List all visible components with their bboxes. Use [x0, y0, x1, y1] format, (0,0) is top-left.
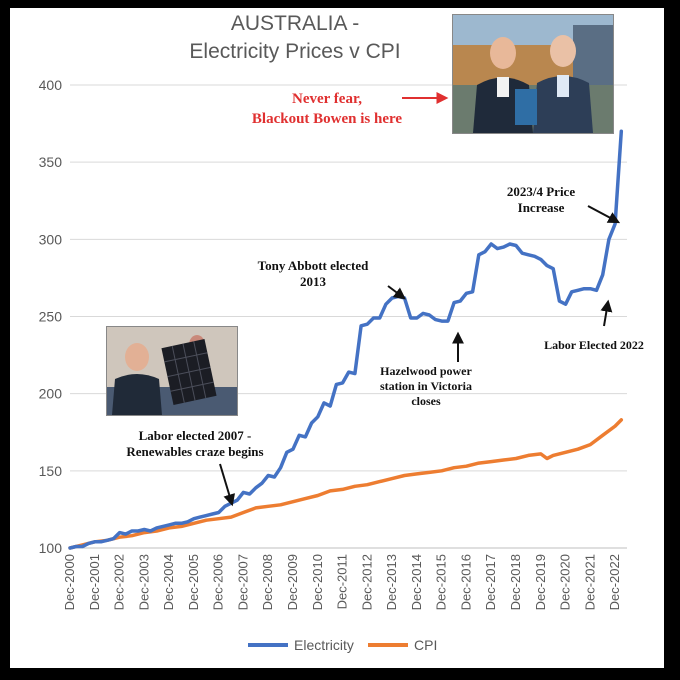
- photo-illustration: [453, 15, 613, 133]
- x-tick-label: Dec-2000: [62, 554, 77, 610]
- hazelwood-line3: closes: [411, 394, 441, 408]
- legend-cpi-label: CPI: [414, 637, 437, 653]
- price-increase-arrow: [587, 205, 621, 224]
- x-tick-label: Dec-2010: [310, 554, 325, 610]
- hazelwood-line2: station in Victoria: [380, 379, 472, 393]
- x-tick-label: Dec-2008: [260, 554, 275, 610]
- legend: Electricity CPI: [248, 637, 437, 653]
- labor-2022-annotation: Labor Elected 2022: [534, 338, 654, 353]
- abbott-annotation: Tony Abbott elected 2013: [248, 258, 378, 291]
- x-tick-label: Dec-2003: [136, 554, 151, 610]
- x-tick-label: Dec-2018: [508, 554, 523, 610]
- electricity-line: [68, 129, 624, 550]
- labor-2007-annotation: Labor elected 2007 - Renewables craze be…: [110, 428, 280, 461]
- labor-2007-arrow: [219, 463, 235, 507]
- labor-2022-arrow: [600, 299, 613, 327]
- blackout-line1: Never fear,: [292, 91, 362, 107]
- chart-title-line1: AUSTRALIA -: [230, 12, 360, 35]
- series-lines: [68, 129, 624, 550]
- x-tick-label: Dec-2016: [458, 554, 473, 610]
- annotation-arrows: [219, 92, 621, 507]
- y-tick-label: 100: [39, 540, 63, 556]
- x-tick-label: Dec-2007: [235, 554, 250, 610]
- blackout-bowen-annotation: Never fear, Blackout Bowen is here: [232, 90, 422, 129]
- cpi-line: [68, 418, 624, 550]
- y-tick-label: 400: [39, 77, 63, 93]
- hazelwood-annotation: Hazelwood power station in Victoria clos…: [370, 364, 482, 409]
- price-increase-annotation: 2023/4 Price Increase: [486, 184, 596, 217]
- y-tick-label: 250: [39, 309, 63, 325]
- price-increase-line1: 2023/4 Price: [506, 184, 576, 199]
- y-tick-label: 150: [39, 463, 63, 479]
- chart-card: 100 150 200 250 300 350 400 Dec-2000 Dec-2001 De…: [10, 8, 664, 668]
- bowen-albanese-photo: [452, 14, 614, 134]
- x-tick-label: Dec-2006: [211, 554, 226, 610]
- x-tick-label: Dec-2022: [607, 554, 622, 610]
- x-tick-label: Dec-2001: [87, 554, 102, 610]
- abbott-arrow: [387, 285, 406, 300]
- x-tick-label: Dec-2014: [409, 554, 424, 610]
- x-tick-label: Dec-2019: [533, 554, 548, 610]
- abbott-line2: 2013: [300, 274, 326, 290]
- gridlines: [70, 84, 627, 549]
- x-tick-label: Dec-2002: [112, 554, 127, 610]
- abbott-line1: Tony Abbott elected: [257, 258, 369, 273]
- x-tick-label: Dec-2012: [359, 554, 374, 610]
- x-tick-label: Dec-2013: [384, 554, 399, 610]
- chart-title-line2: Electricity Prices v CPI: [189, 40, 401, 63]
- x-tick-label: Dec-2020: [558, 554, 573, 610]
- y-tick-label: 350: [39, 154, 63, 170]
- x-tick-label: Dec-2004: [161, 554, 176, 610]
- price-increase-line2: Increase: [517, 200, 565, 216]
- y-tick-label: 200: [39, 386, 63, 402]
- blackout-line2: Blackout Bowen is here: [251, 110, 403, 127]
- x-tick-label: Dec-2011: [335, 554, 350, 609]
- legend-electricity-label: Electricity: [294, 637, 354, 653]
- labor-2022-line1: Labor Elected 2022: [544, 338, 644, 352]
- x-tick-label: Dec-2017: [483, 554, 498, 610]
- x-tick-label: Dec-2021: [582, 554, 597, 610]
- y-tick-label: 300: [39, 231, 63, 247]
- labor-2007-line1: Labor elected 2007 -: [138, 428, 252, 443]
- photo-illustration: [107, 327, 237, 415]
- x-tick-label: Dec-2005: [186, 554, 201, 610]
- bowen-solar-panel-photo: [106, 326, 238, 416]
- labor-2007-line2: Renewables craze begins: [126, 444, 264, 460]
- x-tick-label: Dec-2015: [434, 554, 449, 610]
- y-axis-ticks: 100 150 200 250 300 350 400: [39, 77, 63, 556]
- hazelwood-line1: Hazelwood power: [380, 364, 472, 378]
- x-axis-ticks: Dec-2000 Dec-2001 Dec-2002 Dec-2003 Dec-2004…: [62, 554, 622, 610]
- x-tick-label: Dec-2009: [285, 554, 300, 610]
